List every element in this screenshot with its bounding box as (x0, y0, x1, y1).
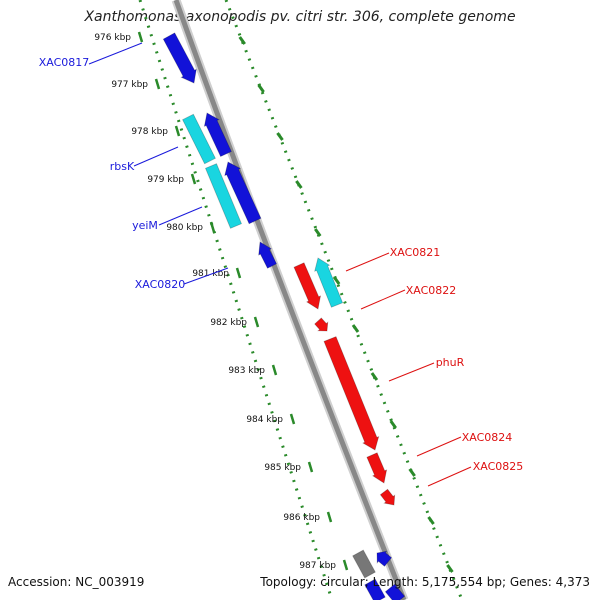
gene-arrow (323, 336, 380, 451)
major-tick (154, 78, 161, 90)
gene-leader-line (345, 252, 390, 272)
tick-label: 978 kbp (131, 127, 168, 137)
gene-leader-line (427, 466, 472, 487)
accession-line: Accession: NC_003919 (8, 575, 144, 589)
major-tick (307, 461, 314, 473)
tick-label: 977 kbp (111, 80, 148, 90)
gene-arrow (364, 578, 386, 600)
length-label: Length: (372, 575, 419, 589)
accession-label: Accession: (8, 575, 72, 589)
tick-label: 983 kbp (228, 366, 265, 376)
gene-label-left: yeiM (132, 219, 158, 232)
tick-label: 979 kbp (147, 175, 184, 185)
ring-dash (332, 276, 341, 285)
major-tick (253, 316, 260, 328)
gene-arrow (352, 549, 376, 579)
major-tick (289, 413, 296, 425)
accession-value: NC_003919 (75, 575, 145, 589)
ring-dash (370, 372, 379, 381)
gene-arrow (204, 163, 243, 229)
gene-arrow (376, 550, 393, 567)
ring-dash (389, 420, 397, 429)
major-tick (190, 173, 197, 185)
ring-dash (276, 132, 284, 141)
major-tick (209, 221, 216, 233)
ring-dash (351, 324, 360, 333)
ring-dash (427, 516, 435, 525)
genes-label: Genes: (509, 575, 552, 589)
length-value: 5,175,554 bp; (421, 575, 507, 589)
gene-label-right: XAC0824 (462, 431, 513, 444)
ring-dash (295, 180, 303, 189)
major-tick (271, 364, 278, 376)
gene-leader-line (88, 42, 143, 65)
gene-label-left: XAC0817 (39, 56, 90, 69)
gene-arrow (314, 317, 329, 332)
gene-arrow (293, 262, 322, 310)
genome-stats: Topology: circular; Length: 5,175,554 bp… (260, 575, 590, 589)
gene-label-left: XAC0820 (135, 278, 186, 291)
tick-label: 986 kbp (283, 513, 320, 523)
topology-value: circular; (320, 575, 369, 589)
gene-leader-line (416, 436, 462, 457)
major-tick (174, 125, 181, 137)
gene-label-right: XAC0825 (473, 460, 524, 473)
major-tick (342, 559, 349, 571)
tick-label: 980 kbp (166, 223, 203, 233)
gene-arrow (366, 452, 388, 484)
gene-arrow (224, 161, 262, 225)
ring-dash (257, 84, 265, 93)
ring-dash (238, 36, 246, 45)
gene-arrow (203, 112, 232, 158)
tick-label: 982 kbp (210, 318, 247, 328)
gene-leader-line (158, 206, 203, 226)
ring-dash (446, 564, 454, 573)
gene-leader-line (183, 267, 229, 285)
gene-arrow (379, 488, 396, 506)
gene-label-right: XAC0822 (406, 284, 457, 297)
gene-leader-line (388, 362, 435, 382)
gene-arrow (162, 32, 197, 84)
gene-label-right: XAC0821 (390, 246, 441, 259)
gene-label-right: phuR (436, 356, 465, 369)
topology-label: Topology: (260, 575, 317, 589)
genes-value: 4,373 (555, 575, 590, 589)
tick-label: 987 kbp (299, 561, 336, 571)
gene-arrow (258, 241, 278, 269)
backbone-line (173, 0, 407, 600)
tick-label: 984 kbp (246, 415, 283, 425)
tick-label: 976 kbp (94, 33, 131, 43)
gene-leader-line (360, 289, 406, 310)
ring-dash (408, 468, 416, 477)
major-tick (326, 511, 333, 523)
gene-arrow (314, 257, 344, 308)
major-tick (137, 31, 144, 43)
tick-label: 985 kbp (264, 463, 301, 473)
gene-arrow (182, 113, 216, 165)
major-tick (235, 267, 242, 279)
map-title: Xanthomonas axonopodis pv. citri str. 30… (84, 9, 516, 25)
left-tick-ring (138, 0, 334, 600)
gene-label-left: rbsK (110, 160, 135, 173)
ring-dash (314, 228, 322, 237)
gene-leader-line (133, 146, 179, 167)
